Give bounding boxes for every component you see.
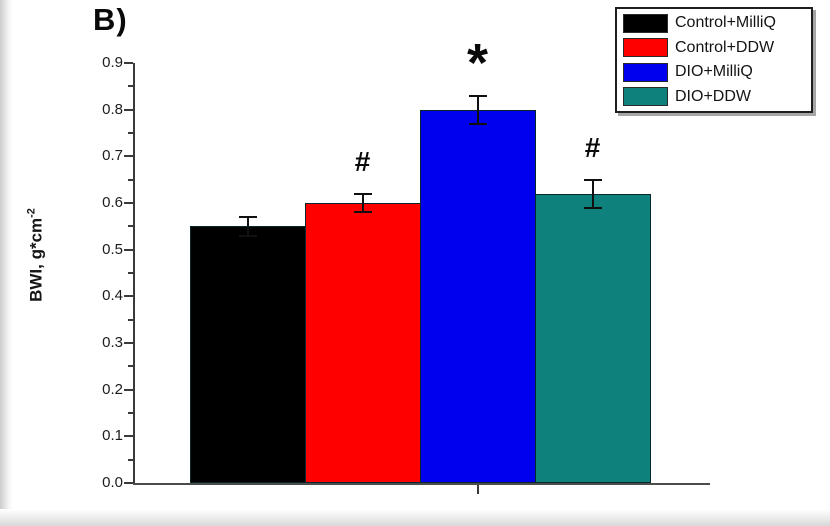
- y-major-tick: [124, 342, 133, 344]
- y-tick-label: 0.3: [102, 334, 123, 351]
- y-tick-label: 0.4: [102, 287, 123, 305]
- bar-control-milliq: [190, 226, 306, 483]
- legend: Control+MilliQ Control+DDW DIO+MilliQ DIO+D…: [615, 7, 813, 113]
- legend-item: Control+MilliQ: [623, 11, 811, 35]
- error-bar-line: [476, 95, 479, 124]
- scan-edge-bottom: [0, 509, 830, 526]
- legend-swatch: [623, 13, 668, 33]
- legend-swatch: [623, 62, 668, 82]
- y-minor-tick: [128, 132, 133, 134]
- y-tick-label: 0.2: [102, 380, 123, 398]
- y-minor-tick: [128, 225, 133, 228]
- bar-dio-milliq: [420, 109, 536, 483]
- y-tick-label: 0.0: [102, 474, 123, 491]
- legend-label: Control+DDW: [675, 38, 775, 56]
- error-bar-line: [361, 193, 364, 213]
- error-bar-line: [591, 179, 594, 208]
- error-bar-cap-top: [353, 192, 372, 195]
- y-major-tick: [124, 482, 133, 484]
- legend-rows: Control+MilliQ Control+DDW DIO+MilliQ DIO+D…: [623, 11, 811, 109]
- error-bar-cap-top: [468, 94, 487, 97]
- y-minor-tick: [128, 365, 133, 368]
- y-major-tick: [124, 108, 133, 111]
- bar-dio-ddw: [535, 193, 651, 483]
- bar-control-ddw: [305, 203, 421, 483]
- y-major-tick: [124, 388, 133, 391]
- y-tick-label: 0.1: [102, 427, 123, 445]
- error-bar-cap-bottom: [238, 234, 257, 237]
- y-axis-label: BWI, g*cm-2: [26, 208, 47, 302]
- y-major-tick: [124, 62, 133, 64]
- y-minor-tick: [128, 272, 133, 274]
- y-tick-label: 0.9: [102, 54, 123, 71]
- error-bar-cap-top: [238, 216, 257, 218]
- y-axis-label-text: BWI, g*cm: [26, 217, 46, 302]
- y-tick-label: 0.7: [102, 147, 123, 165]
- legend-swatch: [623, 38, 668, 58]
- legend-swatch: [623, 87, 668, 107]
- error-bar-cap-top: [583, 178, 602, 181]
- significance-marker: #: [584, 131, 601, 163]
- y-minor-tick: [128, 412, 133, 414]
- significance-marker: *: [466, 32, 488, 93]
- y-minor-tick: [128, 458, 133, 461]
- y-major-tick: [124, 202, 133, 204]
- x-axis: [133, 483, 710, 485]
- legend-item: DIO+DDW: [623, 85, 811, 109]
- y-tick-label: 0.6: [102, 194, 123, 211]
- scan-edge-left: [0, 0, 13, 526]
- y-tick-label: 0.8: [102, 100, 123, 118]
- x-tick: [476, 485, 479, 494]
- y-axis: [133, 63, 135, 485]
- y-major-tick: [124, 295, 133, 298]
- legend-item: DIO+MilliQ: [623, 60, 811, 84]
- y-major-tick: [124, 155, 133, 158]
- y-axis-label-exponent: -2: [25, 208, 38, 218]
- legend-label: DIO+DDW: [675, 87, 751, 105]
- error-bar-cap-bottom: [468, 122, 487, 125]
- significance-marker: #: [354, 145, 371, 177]
- error-bar-cap-bottom: [353, 211, 372, 214]
- panel-label: B): [93, 2, 128, 37]
- y-minor-tick: [128, 85, 133, 88]
- legend-label: Control+MilliQ: [675, 14, 776, 32]
- y-major-tick: [124, 248, 133, 251]
- error-bar-line: [246, 217, 249, 236]
- legend-item: Control+DDW: [623, 36, 811, 60]
- y-minor-tick: [128, 178, 133, 181]
- y-major-tick: [124, 435, 133, 438]
- error-bar-cap-bottom: [583, 206, 602, 209]
- y-minor-tick: [128, 318, 133, 321]
- y-tick-label: 0.5: [102, 240, 123, 258]
- legend-label: DIO+MilliQ: [675, 63, 753, 81]
